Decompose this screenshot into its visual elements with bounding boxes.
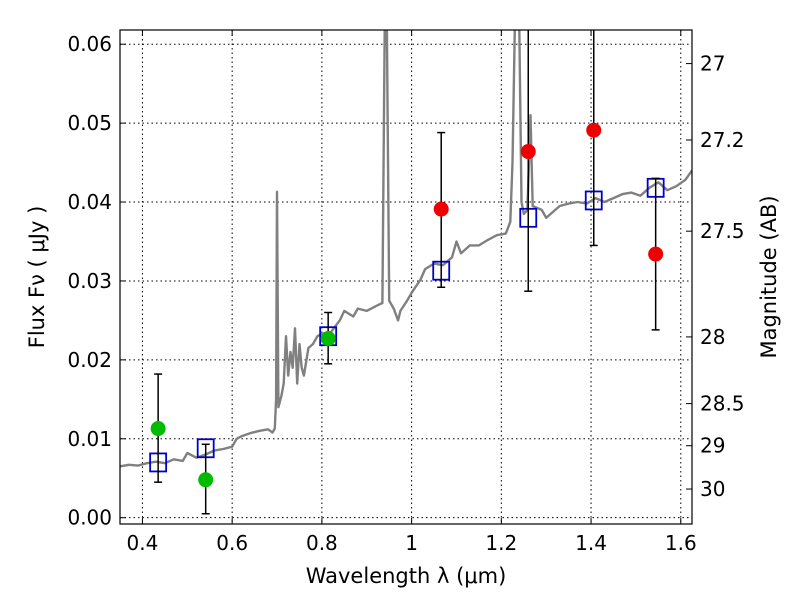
y-tick-label: 0.01 <box>67 427 112 451</box>
y-tick-label: 0.04 <box>67 190 112 214</box>
optical-point <box>150 421 166 437</box>
mag-tick-label: 27.5 <box>700 219 745 243</box>
infrared-point <box>433 201 449 217</box>
mag-tick-label: 27 <box>700 52 725 76</box>
infrared-point <box>520 144 536 160</box>
y-tick-label: 0.06 <box>67 32 112 56</box>
x-tick-label: 0.6 <box>216 531 248 555</box>
template-spectrum-line <box>120 30 692 468</box>
x-tick-label: 1.4 <box>575 531 607 555</box>
mag-tick-label: 27.2 <box>700 128 745 152</box>
x-tick-label: 0.8 <box>306 531 338 555</box>
y-tick-label: 0.00 <box>67 506 112 530</box>
grid-lines <box>120 30 692 524</box>
x-tick-label: 0.4 <box>127 531 159 555</box>
y-tick-label: 0.05 <box>67 111 112 135</box>
y-tick-label: 0.02 <box>67 348 112 372</box>
y-axis-label: Flux Fν ( μJy ) <box>25 206 49 349</box>
x-axis-label: Wavelength λ (μm) <box>306 564 507 588</box>
infrared-point <box>586 122 602 138</box>
plot-frame <box>119 29 693 525</box>
plot-area <box>120 30 692 515</box>
x-tick-label: 1 <box>405 531 418 555</box>
y-tick-label: 0.03 <box>67 269 112 293</box>
mag-tick-label: 30 <box>700 477 725 501</box>
mag-tick-label: 29 <box>700 434 725 458</box>
tick-labels: 0.4 0.6 0.8 1 1.2 1.4 1.6 0.00 0.01 0.02 0.03 0.04 0… <box>67 32 744 555</box>
x-tick-label: 1.6 <box>665 531 697 555</box>
axes <box>119 29 693 525</box>
optical-point <box>320 331 336 347</box>
right-axis-label: Magnitude (AB) <box>757 195 781 358</box>
mag-tick-label: 28.5 <box>700 392 745 416</box>
x-tick-label: 1.2 <box>485 531 517 555</box>
optical-point <box>198 472 214 488</box>
infrared-point <box>648 246 664 262</box>
mag-tick-label: 28 <box>700 325 725 349</box>
